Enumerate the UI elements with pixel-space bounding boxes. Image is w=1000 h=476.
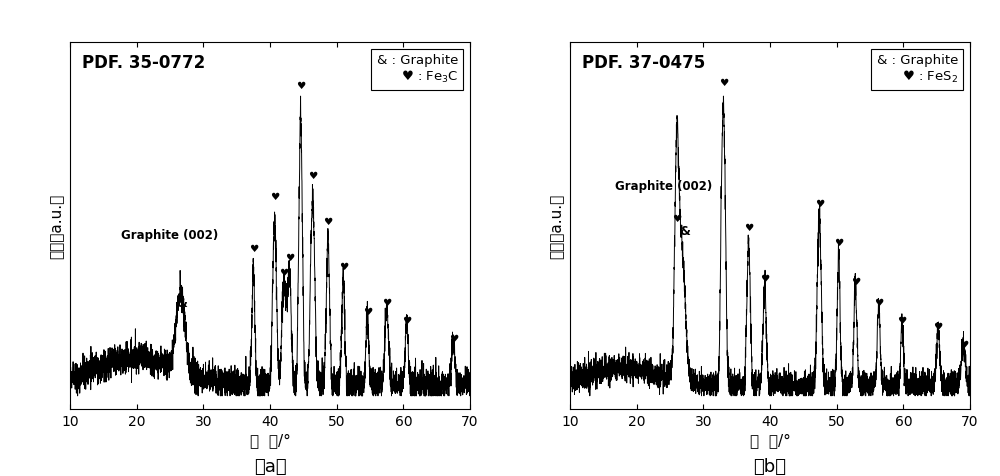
- Text: ♥: ♥: [851, 276, 860, 286]
- Text: &: &: [679, 225, 690, 238]
- Text: PDF. 35-0772: PDF. 35-0772: [82, 54, 205, 72]
- Text: （a）: （a）: [254, 457, 286, 475]
- Text: ♥: ♥: [959, 339, 968, 349]
- Text: （b）: （b）: [754, 457, 786, 475]
- Text: ♥: ♥: [249, 243, 258, 253]
- X-axis label: 角  度/°: 角 度/°: [750, 432, 790, 447]
- Text: ♥: ♥: [285, 252, 294, 262]
- Text: ♥: ♥: [449, 333, 458, 343]
- Text: ♥: ♥: [402, 315, 411, 325]
- Text: ♥: ♥: [339, 261, 348, 271]
- Text: ♥: ♥: [760, 273, 769, 283]
- Text: ♥: ♥: [296, 81, 305, 91]
- Text: ♥: ♥: [308, 171, 317, 181]
- Text: & : Graphite
♥ : Fe$_3$C: & : Graphite ♥ : Fe$_3$C: [377, 54, 458, 85]
- Text: ♥: ♥: [719, 78, 728, 88]
- X-axis label: 角  度/°: 角 度/°: [250, 432, 290, 447]
- Text: ♥: ♥: [382, 297, 391, 307]
- Text: Graphite (002): Graphite (002): [615, 180, 712, 193]
- Text: ♥: ♥: [897, 315, 907, 325]
- Text: PDF. 37-0475: PDF. 37-0475: [582, 54, 705, 72]
- Y-axis label: 强度（a.u.）: 强度（a.u.）: [549, 194, 564, 258]
- Text: ♥: ♥: [363, 306, 372, 316]
- Text: ♥: ♥: [672, 213, 681, 223]
- Text: &: &: [177, 296, 187, 309]
- Text: ♥: ♥: [815, 198, 824, 208]
- Text: ♥: ♥: [933, 321, 943, 331]
- Text: ♥: ♥: [834, 237, 843, 247]
- Text: ♥: ♥: [279, 267, 289, 277]
- Y-axis label: 强度（a.u.）: 强度（a.u.）: [49, 194, 64, 258]
- Text: & : Graphite
♥ : FeS$_2$: & : Graphite ♥ : FeS$_2$: [877, 54, 958, 85]
- Text: ♥: ♥: [874, 297, 883, 307]
- Text: ♥: ♥: [744, 222, 753, 232]
- Text: Graphite (002): Graphite (002): [121, 228, 219, 241]
- Text: ♥: ♥: [323, 216, 333, 226]
- Text: ♥: ♥: [270, 192, 279, 202]
